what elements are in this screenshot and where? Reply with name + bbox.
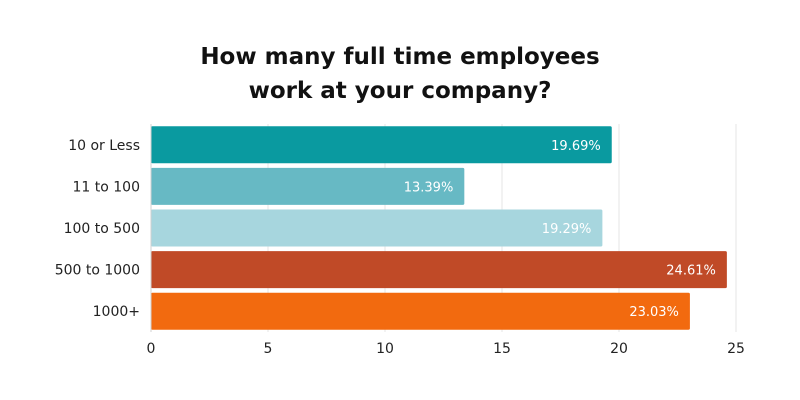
category-label-1: 11 to 100 bbox=[73, 179, 141, 195]
x-tick-label-25: 25 bbox=[727, 341, 745, 357]
x-tick-label-10: 10 bbox=[376, 341, 394, 357]
x-tick-label-15: 15 bbox=[493, 341, 511, 357]
x-tick-label-5: 5 bbox=[264, 341, 273, 357]
bar-4 bbox=[151, 292, 690, 330]
data-label-3: 24.61% bbox=[666, 264, 716, 279]
bar-2 bbox=[151, 209, 603, 247]
chart-title: How many full time employees work at you… bbox=[0, 40, 800, 108]
category-label-3: 500 to 1000 bbox=[55, 263, 140, 279]
bar-1 bbox=[151, 167, 465, 205]
data-label-2: 19.29% bbox=[542, 222, 592, 237]
bar-0 bbox=[151, 126, 612, 164]
category-label-0: 10 or Less bbox=[68, 138, 140, 154]
x-tick-label-20: 20 bbox=[610, 341, 628, 357]
data-label-1: 13.39% bbox=[404, 180, 454, 195]
data-label-0: 19.69% bbox=[551, 139, 601, 154]
bar-3 bbox=[151, 251, 727, 289]
chart-title-line-2: work at your company? bbox=[248, 78, 552, 104]
category-label-4: 1000+ bbox=[93, 304, 140, 320]
category-label-2: 100 to 500 bbox=[64, 221, 140, 237]
data-label-4: 23.03% bbox=[629, 305, 679, 320]
chart-title-line-1: How many full time employees bbox=[200, 44, 600, 70]
x-tick-label-0: 0 bbox=[147, 341, 156, 357]
